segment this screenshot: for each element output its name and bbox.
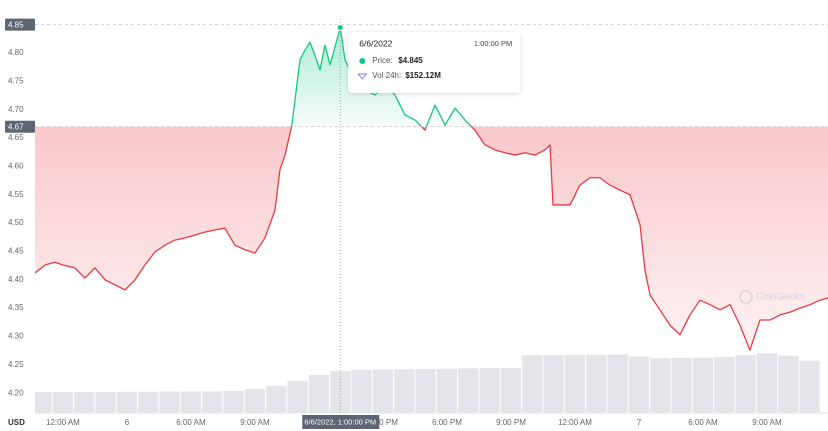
x-tick-label: 6:00 AM: [688, 418, 718, 427]
y-tick-label: 4.65: [8, 133, 24, 142]
crosshair-label: 6/6/2022, 1:00:00 PM: [304, 417, 376, 426]
volume-bar: [500, 368, 522, 413]
tooltip-time: 1:00:00 PM: [474, 39, 512, 48]
tooltip-date: 6/6/2022: [359, 38, 392, 48]
volume-bar: [735, 355, 756, 413]
tooltip-price-name: Price:: [372, 56, 392, 65]
plot-area: [35, 26, 828, 413]
x-tick-label: 9:00 PM: [496, 418, 526, 427]
watermark-logo: [739, 290, 753, 304]
tooltip: 6/6/2022 1:00:00 PM Price: $4.845 Vol 24h: $1…: [348, 32, 521, 93]
y-tick-label: 4.70: [8, 105, 24, 114]
volume-bar: [778, 355, 799, 413]
tooltip-volume-name: Vol 24h:: [372, 71, 401, 80]
volume-bar: [671, 357, 692, 413]
volume-bar: [394, 369, 415, 413]
volume-bar: [607, 354, 628, 413]
volume-bar: [244, 389, 266, 413]
price-badge: [5, 120, 35, 133]
y-tick-label: 4.60: [8, 162, 24, 171]
volume-bar: [543, 355, 564, 413]
x-tick-label: 9:00 AM: [752, 418, 782, 427]
volume-bar: [266, 385, 287, 413]
y-tick-label: 4.40: [8, 275, 24, 284]
volume-bar: [799, 360, 820, 413]
volume-bar: [202, 391, 223, 413]
tooltip-price: $4.845: [398, 56, 423, 65]
tooltip-box: [348, 32, 521, 93]
x-tick-label: 7: [637, 418, 642, 427]
hover-point: [336, 24, 344, 32]
y-tick-label: 4.20: [8, 388, 24, 397]
volume-bar: [308, 374, 330, 413]
volume-bar: [586, 354, 607, 413]
volume-bar: [458, 368, 479, 413]
x-tick-label: 6:00 PM: [432, 418, 462, 427]
watermark: CoinGecko: [756, 292, 806, 303]
y-tick-label: 4.80: [8, 48, 24, 57]
volume-bar: [223, 390, 244, 413]
y-tick-label: 4.55: [8, 190, 24, 199]
x-tick-label: 9:00 AM: [240, 418, 270, 427]
crosshair-label-box: [302, 415, 380, 429]
volume-bar: [522, 355, 543, 413]
price-badge: [5, 18, 35, 31]
volume-bar: [35, 392, 52, 413]
x-tick-label: 6: [125, 418, 130, 427]
volume-bar: [436, 368, 458, 413]
volume-bar: [756, 353, 778, 413]
volume-bar: [159, 391, 180, 413]
x-tick-label: 12:00 AM: [46, 418, 80, 427]
volume-bar: [564, 354, 586, 413]
volume-bar: [116, 391, 138, 413]
volume-bar: [714, 357, 735, 413]
price-badge-label: 4.85: [8, 20, 24, 29]
volume-bar: [372, 369, 394, 413]
y-tick-label: 4.25: [8, 360, 24, 369]
tooltip-volume-icon: [357, 73, 368, 80]
y-tick-label: 4.30: [8, 332, 24, 341]
volume-bar: [479, 368, 500, 413]
volume-bar: [74, 392, 95, 413]
volume-bar: [351, 370, 372, 413]
y-axis-unit: USD: [8, 418, 25, 427]
x-tick-label: 6:00 AM: [176, 418, 206, 427]
tooltip-price-dot: [359, 58, 366, 64]
volume-bar: [138, 391, 159, 413]
price-badge-label: 4.67: [8, 122, 24, 131]
y-tick-label: 4.75: [8, 76, 24, 85]
tooltip-volume: $152.12M: [405, 71, 441, 80]
volume-bar: [180, 391, 202, 413]
volume-bar: [287, 381, 308, 413]
x-tick-label: 12:00 AM: [558, 418, 592, 427]
volume-bar: [330, 371, 351, 413]
y-tick-label: 4.50: [8, 218, 24, 227]
volume-bar: [95, 392, 116, 413]
y-tick-label: 4.45: [8, 247, 24, 256]
volume-bar: [692, 357, 714, 413]
x-tick-label: 3:00 PM: [368, 418, 398, 427]
y-tick-label: 4.35: [8, 303, 24, 312]
volume-bar: [415, 368, 436, 413]
volume-bar: [52, 392, 74, 413]
volume-bar: [628, 356, 650, 413]
price-line: [35, 26, 828, 351]
price-area: [35, 27, 828, 351]
volume-bar: [650, 358, 671, 413]
